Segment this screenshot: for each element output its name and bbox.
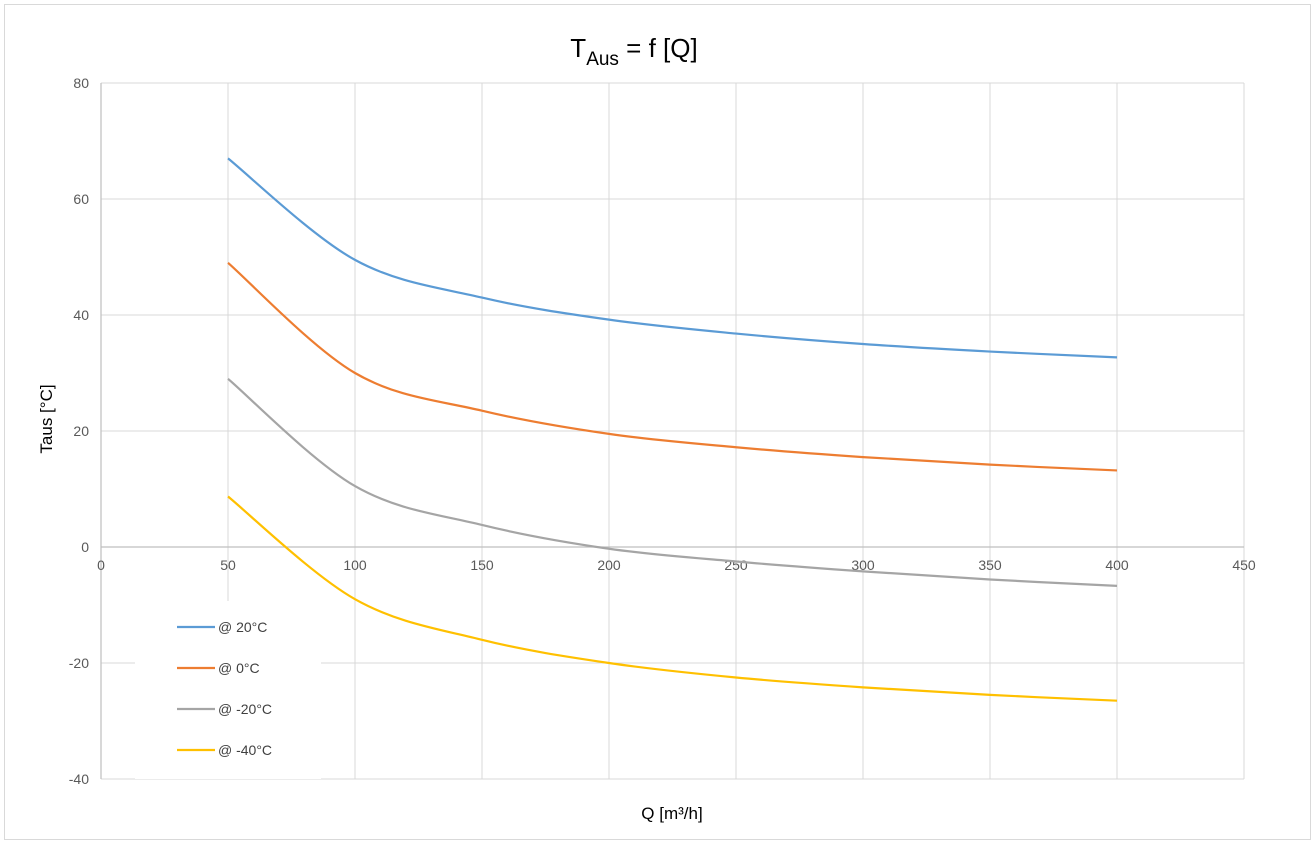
chart-frame: 0 50 100 150 200 250 300 350 400 450 -40 -20 0 20 40 6… <box>4 4 1311 840</box>
series-line-1 <box>227 261 1118 472</box>
legend-label-1: @ 0°C <box>218 660 260 676</box>
legend: @ 20°C @ 0°C @ -20°C @ -40°C <box>135 601 321 779</box>
y-tick-label-6: 80 <box>73 75 89 91</box>
series-line-3 <box>227 495 1118 702</box>
x-tick-label-3: 150 <box>470 557 494 573</box>
series-line-2 <box>227 377 1118 587</box>
y-tick-label-0: -40 <box>69 771 89 787</box>
x-axis-title: Q [m³/h] <box>641 804 702 823</box>
series-line-0 <box>227 157 1118 359</box>
legend-label-3: @ -40°C <box>218 742 272 758</box>
chart-title: TAus = f [Q] <box>570 33 697 70</box>
legend-label-0: @ 20°C <box>218 619 267 635</box>
y-tick-labels: -40 -20 0 20 40 60 80 <box>69 75 89 787</box>
legend-background <box>135 601 321 779</box>
y-axis-title: Taus [°C] <box>37 384 56 453</box>
x-tick-label-7: 350 <box>978 557 1002 573</box>
y-tick-label-5: 60 <box>73 191 89 207</box>
x-tick-label-1: 50 <box>220 557 236 573</box>
chart-title-rest: = f [Q] <box>619 33 698 63</box>
x-tick-labels: 0 50 100 150 200 250 300 350 400 450 <box>97 557 1256 573</box>
line-chart: 0 50 100 150 200 250 300 350 400 450 -40 -20 0 20 40 6… <box>37 33 1256 823</box>
y-tick-label-3: 20 <box>73 423 89 439</box>
x-tick-label-4: 200 <box>597 557 621 573</box>
y-tick-label-1: -20 <box>69 655 89 671</box>
chart-title-subscript: Aus <box>586 49 619 70</box>
chart-title-main: T <box>570 33 586 63</box>
x-tick-label-0: 0 <box>97 557 105 573</box>
y-tick-label-2: 0 <box>81 539 89 555</box>
axes <box>100 83 1244 779</box>
y-tick-label-4: 40 <box>73 307 89 323</box>
x-tick-label-6: 300 <box>851 557 875 573</box>
x-tick-label-2: 100 <box>343 557 367 573</box>
series-lines <box>227 157 1118 702</box>
x-tick-label-9: 450 <box>1232 557 1256 573</box>
x-tick-label-8: 400 <box>1105 557 1129 573</box>
legend-label-2: @ -20°C <box>218 701 272 717</box>
x-tick-label-5: 250 <box>724 557 748 573</box>
